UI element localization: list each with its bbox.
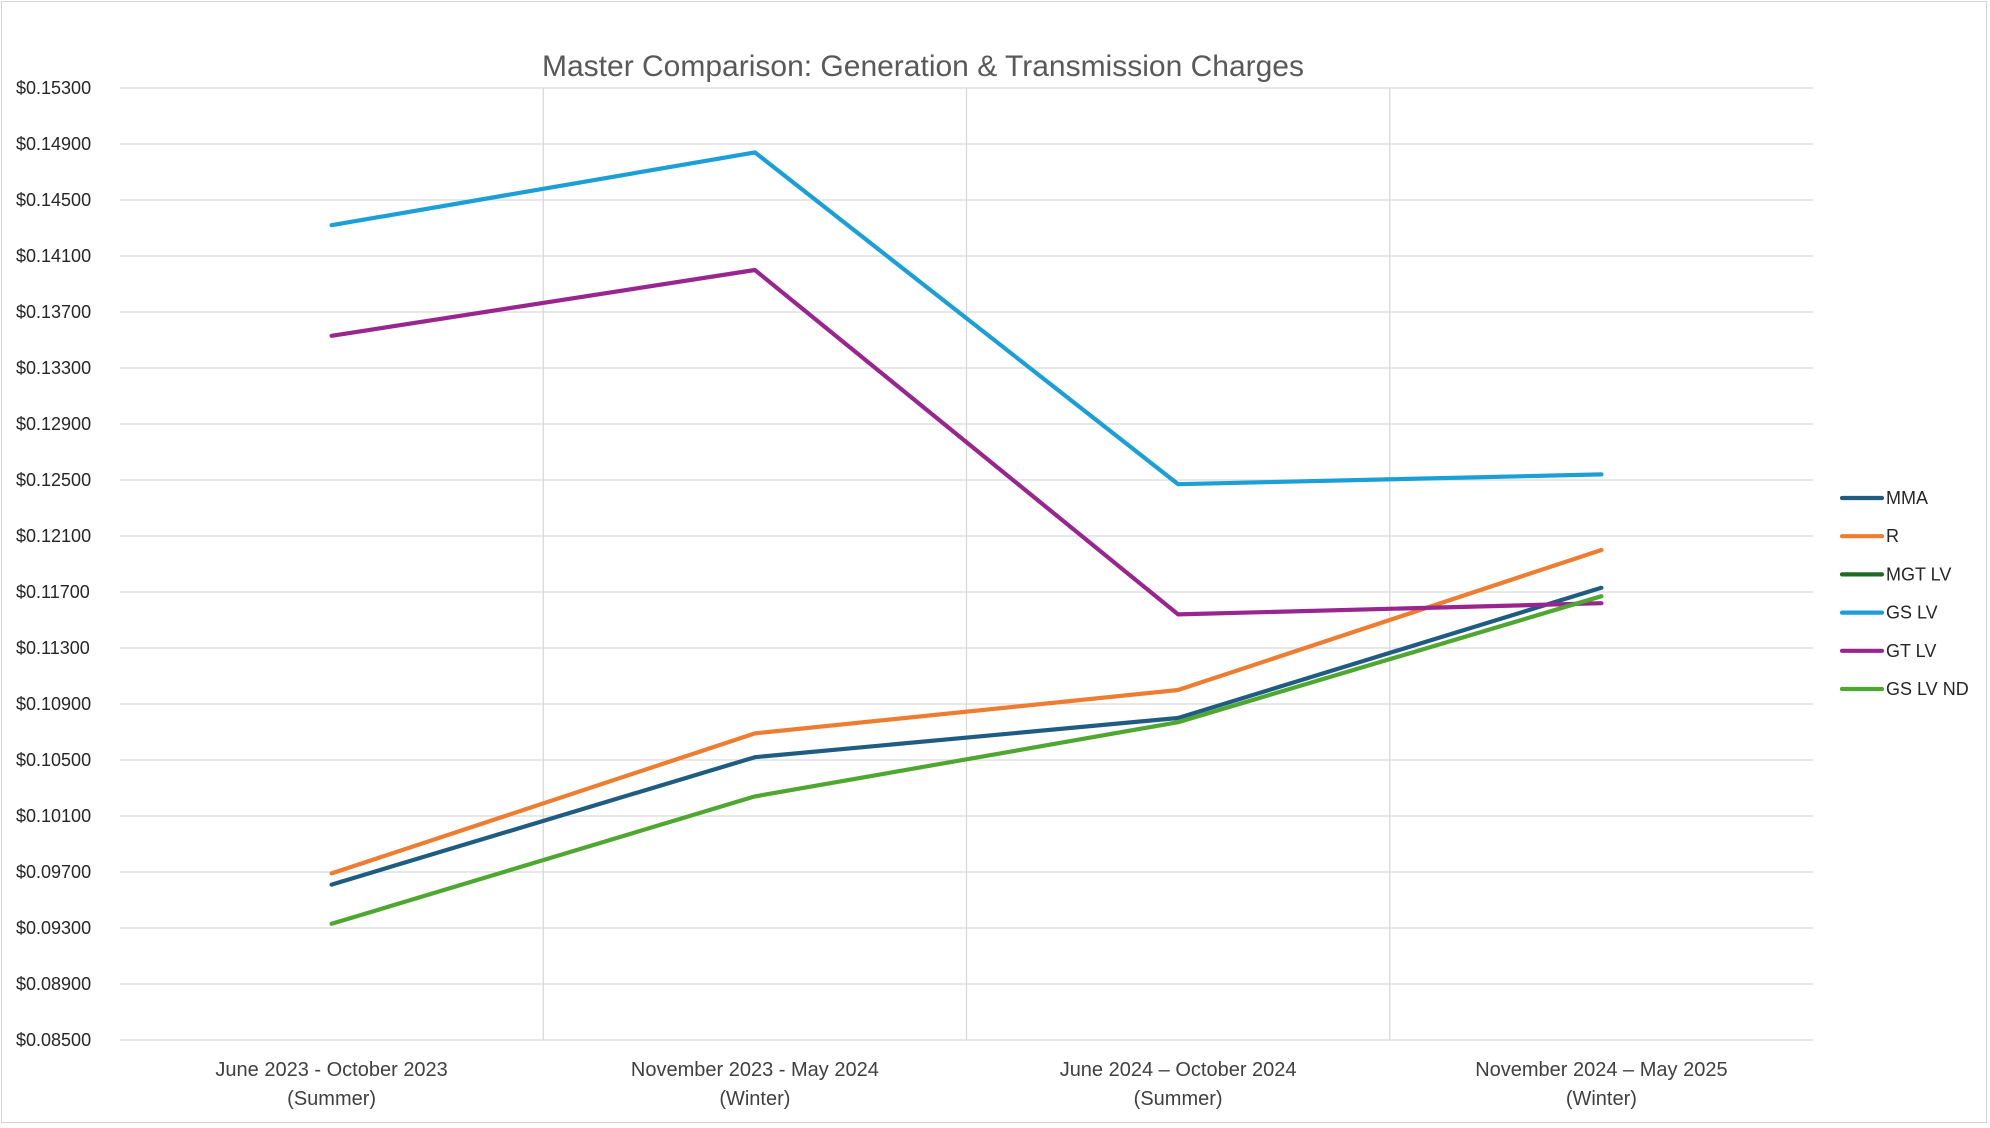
y-tick-label: $0.11300 xyxy=(16,638,90,658)
series-line-r xyxy=(329,547,1604,876)
y-tick-label: $0.09700 xyxy=(16,862,91,882)
y-axis-tick-labels: $0.08500 $0.08900 $0.09300 $0.09700 $0.10100… xyxy=(16,78,91,1050)
x-tick-label: June 2024 – October 2024 xyxy=(1060,1059,1297,1081)
y-tick-label: $0.14900 xyxy=(16,134,91,154)
x-tick-label: (Winter) xyxy=(1566,1088,1637,1110)
series-line-gt-lv xyxy=(329,267,1604,617)
x-tick-label: November 2023 - May 2024 xyxy=(631,1059,879,1081)
x-tick-label: (Summer) xyxy=(287,1088,376,1110)
y-tick-label: $0.10900 xyxy=(16,694,91,714)
y-tick-label: $0.10500 xyxy=(16,750,91,770)
series-line-mma xyxy=(329,585,1604,887)
x-axis-tick-labels: June 2023 - October 2023 (Summer) November… xyxy=(215,1059,1727,1110)
series-lines xyxy=(329,150,1604,926)
y-tick-label: $0.12500 xyxy=(16,470,91,490)
chart-title: Master Comparison: Generation & Transmis… xyxy=(542,50,1304,83)
y-tick-label: $0.08500 xyxy=(16,1030,91,1050)
legend-label: GS LV ND xyxy=(1886,679,1969,699)
y-tick-label: $0.08900 xyxy=(16,974,91,994)
y-tick-label: $0.11700 xyxy=(16,582,90,602)
y-tick-label: $0.12100 xyxy=(16,526,91,546)
y-tick-label: $0.13700 xyxy=(16,302,91,322)
vertical-gridlines xyxy=(542,88,1391,1040)
legend: MMA R MGT LV GS LV GT LV GS LV ND xyxy=(1839,488,1969,699)
y-tick-label: $0.15300 xyxy=(16,78,91,98)
legend-label: GT LV xyxy=(1886,641,1936,661)
legend-label: R xyxy=(1886,526,1899,546)
y-tick-label: $0.14500 xyxy=(16,190,91,210)
legend-label: MMA xyxy=(1886,488,1928,508)
y-tick-label: $0.14100 xyxy=(16,246,91,266)
y-tick-label: $0.10100 xyxy=(16,806,91,826)
y-tick-label: $0.12900 xyxy=(16,414,91,434)
x-tick-label: November 2024 – May 2025 xyxy=(1475,1059,1727,1081)
series-line-gs-lv xyxy=(329,150,1604,487)
series-line-gs-lv-nd xyxy=(329,594,1604,926)
legend-label: GS LV xyxy=(1886,603,1938,623)
x-tick-label: June 2023 - October 2023 xyxy=(215,1059,447,1081)
x-tick-label: (Summer) xyxy=(1134,1088,1223,1110)
legend-label: MGT LV xyxy=(1886,564,1951,584)
y-tick-label: $0.09300 xyxy=(16,918,91,938)
x-tick-label: (Winter) xyxy=(719,1088,790,1110)
y-tick-label: $0.13300 xyxy=(16,358,91,378)
